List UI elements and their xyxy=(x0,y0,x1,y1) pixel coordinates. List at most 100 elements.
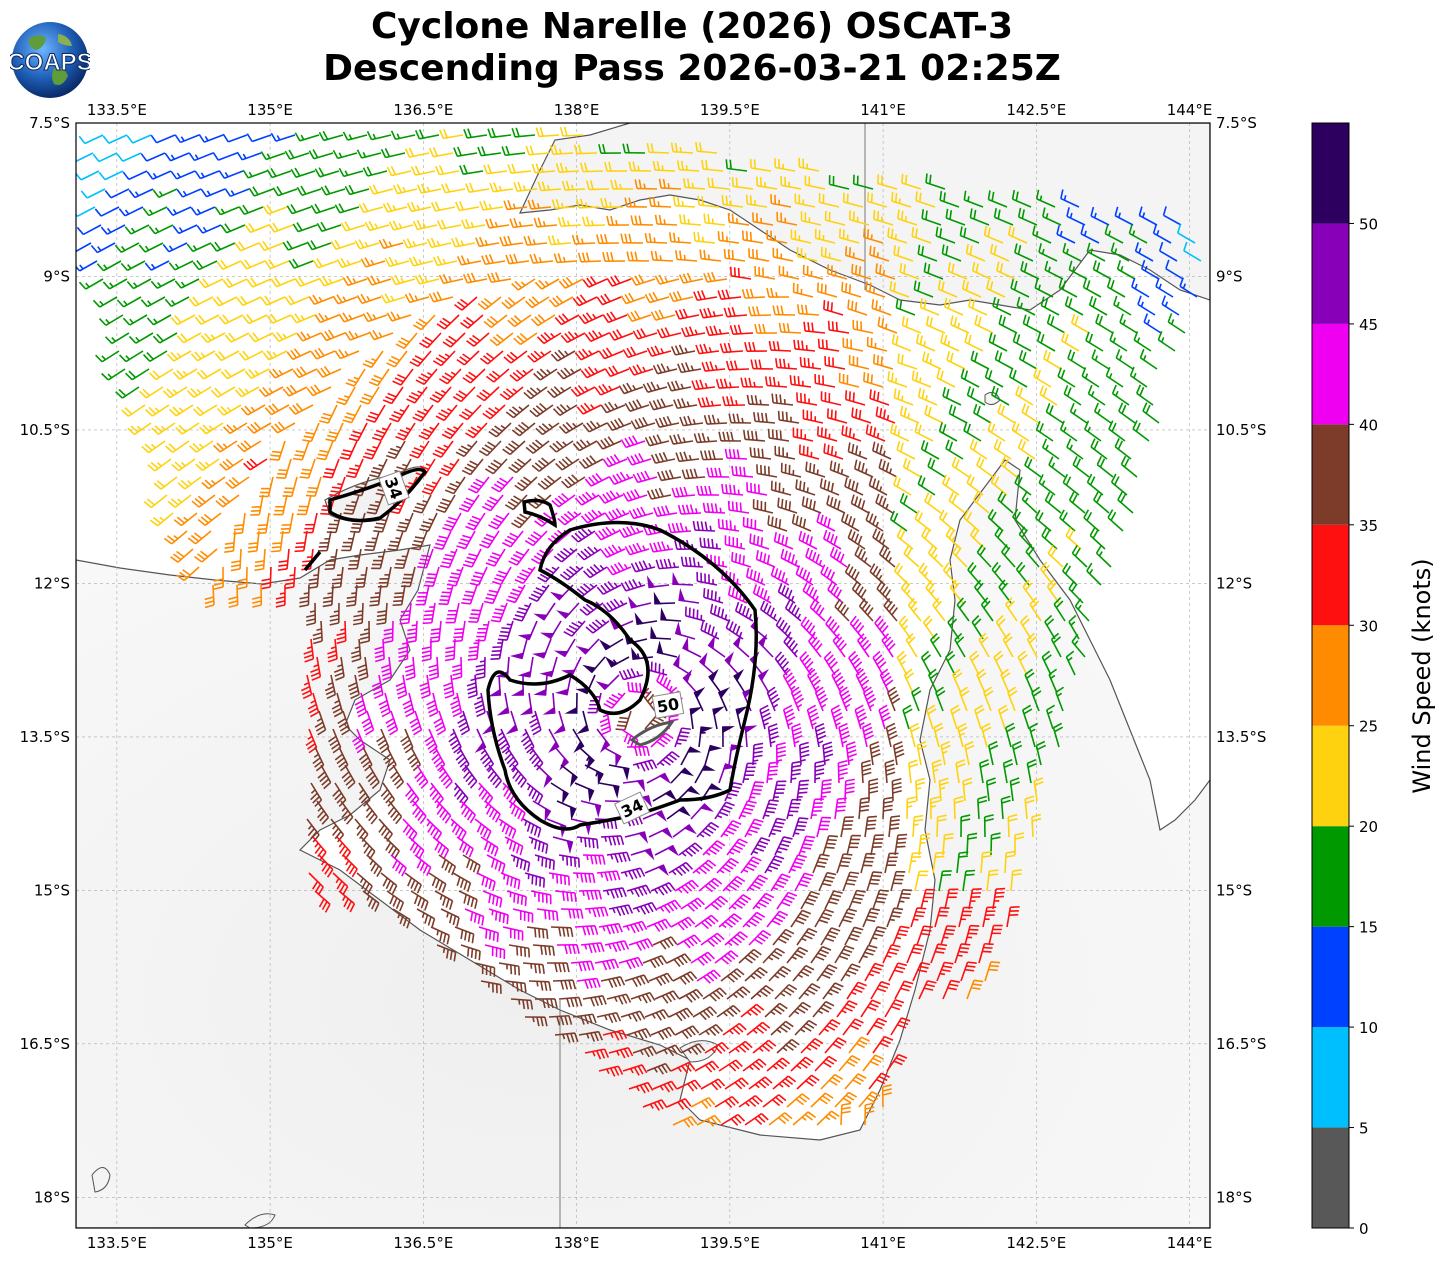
wind-barb xyxy=(897,209,918,226)
wind-barb xyxy=(902,704,913,730)
wind-barb xyxy=(1139,348,1158,370)
wind-barb xyxy=(382,386,404,405)
lon-tick-bottom-3: 138°E xyxy=(554,1234,600,1252)
wind-barb xyxy=(213,566,224,590)
wind-barb xyxy=(216,404,242,416)
wind-barb xyxy=(348,422,368,442)
wind-barb xyxy=(236,295,262,307)
wind-barb xyxy=(421,476,442,495)
wind-barb xyxy=(151,422,176,435)
wind-barb xyxy=(585,180,610,191)
wind-barb xyxy=(266,313,292,324)
wind-barb xyxy=(380,293,406,304)
wind-barb xyxy=(608,471,634,485)
wind-barb xyxy=(430,201,456,212)
wind-barb xyxy=(624,197,648,208)
wind-barb xyxy=(343,494,360,515)
wind-barb xyxy=(754,266,776,280)
wind-barb xyxy=(952,668,963,694)
wind-barb xyxy=(628,364,654,376)
wind-barb xyxy=(548,295,574,308)
wind-barb xyxy=(195,458,220,472)
wind-barb xyxy=(365,764,380,790)
wind-barb xyxy=(722,396,746,407)
wind-barb xyxy=(703,587,724,604)
wind-barb xyxy=(460,314,484,329)
wind-barb xyxy=(801,496,822,514)
wind-barb xyxy=(987,740,999,766)
wind-barb xyxy=(993,439,1012,460)
wind-barb xyxy=(602,251,626,263)
wind-barb xyxy=(818,193,840,208)
wind-barb xyxy=(800,211,822,226)
wind-barb xyxy=(767,428,790,442)
wind-barb xyxy=(436,219,462,230)
wind-barb xyxy=(234,241,260,252)
wind-barb xyxy=(832,633,847,658)
wind-barb xyxy=(148,224,174,235)
wind-barb xyxy=(976,668,987,694)
wind-barb xyxy=(678,272,704,284)
wind-barb xyxy=(802,582,820,604)
wind-barb xyxy=(863,372,884,388)
wind-barb xyxy=(228,584,239,609)
wind-barb xyxy=(465,182,490,193)
wind-barb xyxy=(1052,722,1064,748)
wind-barb xyxy=(852,319,874,334)
wind-barb xyxy=(352,728,366,754)
wind-barb xyxy=(462,272,488,284)
wind-barb xyxy=(380,782,396,807)
wind-barb xyxy=(868,476,888,496)
wind-barb xyxy=(204,584,215,609)
wind-barb xyxy=(101,368,126,381)
wind-barb xyxy=(446,566,464,587)
wind-barb xyxy=(533,368,558,381)
wind-barb xyxy=(331,692,344,718)
wind-barb xyxy=(556,367,582,380)
wind-barb xyxy=(1038,243,1058,262)
wind-barb xyxy=(945,527,962,550)
wind-barb xyxy=(288,402,314,415)
wind-barb xyxy=(369,584,382,607)
wind-barb xyxy=(771,393,794,406)
wind-barb xyxy=(819,478,840,496)
wind-barb xyxy=(492,566,512,586)
wind-barb xyxy=(1039,385,1058,406)
wind-barb xyxy=(845,246,866,262)
wind-barb xyxy=(443,674,455,699)
wind-barb xyxy=(186,386,212,398)
wind-barb xyxy=(1044,614,1056,640)
wind-barb xyxy=(814,686,829,712)
wind-barb xyxy=(150,278,176,289)
wind-barb xyxy=(727,212,750,226)
wind-barb xyxy=(461,458,484,476)
wind-barb xyxy=(322,584,334,608)
wind-barb xyxy=(461,584,478,605)
wind-barb xyxy=(622,346,648,359)
wind-barb xyxy=(1143,313,1162,334)
wind-barb xyxy=(956,597,970,622)
wind-barb xyxy=(328,728,342,754)
wind-barb xyxy=(741,288,766,299)
wind-barb xyxy=(219,458,244,471)
wind-barb xyxy=(844,477,864,496)
wind-barb xyxy=(670,142,694,154)
wind-barb xyxy=(224,332,250,343)
wind-barb xyxy=(598,490,624,504)
wind-barb xyxy=(433,710,447,736)
wind-barb xyxy=(725,159,748,172)
wind-barb xyxy=(138,242,164,253)
wind-barb xyxy=(829,546,848,568)
wind-barb xyxy=(431,746,446,772)
wind-barb xyxy=(683,178,706,190)
wind-barb xyxy=(76,224,102,236)
wind-barb xyxy=(502,440,526,456)
wind-barb xyxy=(148,368,174,381)
wind-barb xyxy=(924,492,942,514)
wind-barb xyxy=(961,279,982,298)
wind-barb xyxy=(878,545,896,568)
wind-barb xyxy=(371,548,386,570)
wind-barb xyxy=(509,368,534,382)
wind-barb xyxy=(456,255,482,266)
wind-barb xyxy=(866,192,888,208)
